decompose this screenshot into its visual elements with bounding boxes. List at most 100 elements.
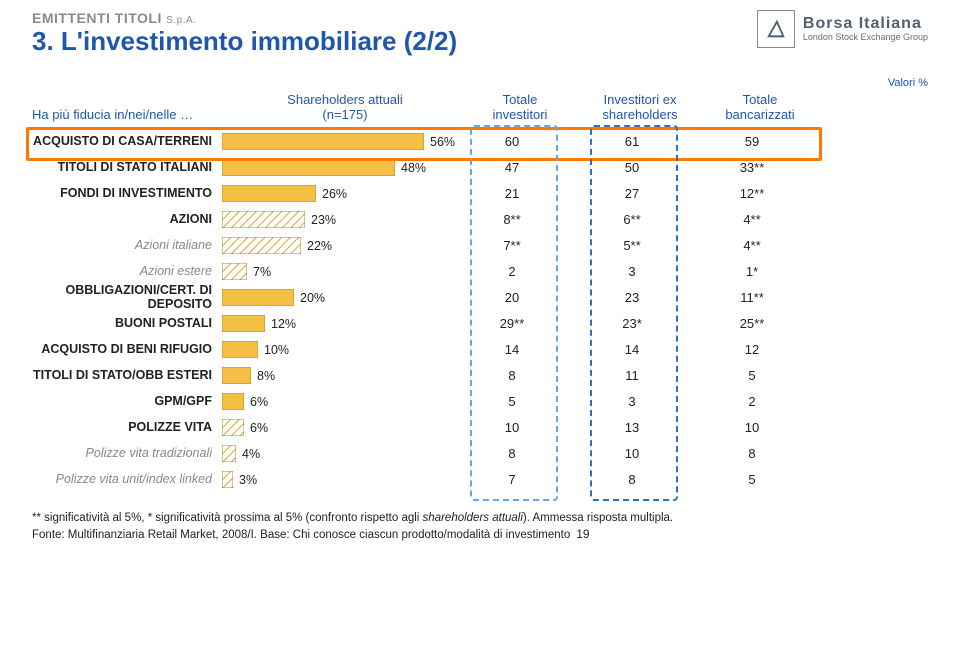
bar-pct: 3% (239, 473, 257, 487)
value-cell: 3 (572, 394, 692, 409)
value-cell: 25** (692, 316, 812, 331)
value-cell: 3 (572, 264, 692, 279)
bar-cell: 8% (222, 367, 452, 384)
table-row: Polizze vita tradizionali 4% 8108 (32, 441, 928, 467)
value-cell: 10 (572, 446, 692, 461)
value-cell: 23* (572, 316, 692, 331)
table-row: POLIZZE VITA6%101310 (32, 415, 928, 441)
row-label: Polizze vita unit/index linked (32, 473, 222, 487)
value-cell: 8 (572, 472, 692, 487)
value-cell: 2 (452, 264, 572, 279)
value-cell: 5 (452, 394, 572, 409)
row-label: ACQUISTO DI CASA/TERRENI (32, 135, 222, 149)
bar-cell: 3% (222, 471, 452, 488)
table-row: GPM/GPF6%532 (32, 389, 928, 415)
table-row: Polizze vita unit/index linked 3% 785 (32, 467, 928, 493)
col-header-2: Totale bancarizzati (700, 93, 820, 123)
bar-pct: 23% (311, 213, 336, 227)
value-cell: 20 (452, 290, 572, 305)
bar-pct: 6% (250, 421, 268, 435)
table-row: FONDI DI INVESTIMENTO 26% 212712** (32, 181, 928, 207)
value-cell: 8 (692, 446, 812, 461)
value-cell: 11** (692, 290, 812, 305)
borsa-icon (757, 10, 795, 48)
row-label: FONDI DI INVESTIMENTO (32, 187, 222, 201)
bar-pct: 26% (322, 187, 347, 201)
value-cell: 47 (452, 160, 572, 175)
value-cell: 11 (572, 368, 692, 383)
bar-cell: 23% (222, 211, 452, 228)
value-cell: 50 (572, 160, 692, 175)
bar-pct: 10% (264, 343, 289, 357)
bar-cell: 20% (222, 289, 452, 306)
bar-cell: 6% (222, 419, 452, 436)
row-label: BUONI POSTALI (32, 317, 222, 331)
bar-pct: 12% (271, 317, 296, 331)
col-header-0: Totale investitori (460, 93, 580, 123)
row-label: TITOLI DI STATO ITALIANI (32, 161, 222, 175)
footnote: ** significatività al 5%, * significativ… (32, 511, 928, 544)
value-cell: 60 (452, 134, 572, 149)
table-row: ACQUISTO DI CASA/TERRENI56%606159 (32, 129, 928, 155)
row-label: TITOLI DI STATO/OBB ESTERI (32, 369, 222, 383)
bar-pct: 8% (257, 369, 275, 383)
value-cell: 4** (692, 238, 812, 253)
value-cell: 8** (452, 212, 572, 227)
value-cell: 5 (692, 368, 812, 383)
value-cell: 14 (452, 342, 572, 357)
table-row: ACQUISTO DI BENI RIFUGIO10%141412 (32, 337, 928, 363)
value-cell: 12** (692, 186, 812, 201)
table-row: Azioni estere7%231* (32, 259, 928, 285)
value-cell: 33** (692, 160, 812, 175)
value-cell: 12 (692, 342, 812, 357)
bar-pct: 20% (300, 291, 325, 305)
value-cell: 7** (452, 238, 572, 253)
row-label: ACQUISTO DI BENI RIFUGIO (32, 343, 222, 357)
value-cell: 4** (692, 212, 812, 227)
bar-header: Shareholders attuali (n=175) (230, 93, 460, 123)
value-cell: 10 (452, 420, 572, 435)
bar-cell: 7% (222, 263, 452, 280)
table-row: BUONI POSTALI 12% 29**23*25** (32, 311, 928, 337)
slide-title: 3. L'investimento immobiliare (2/2) (32, 26, 457, 57)
bar-cell: 12% (222, 315, 452, 332)
bar-cell: 48% (222, 159, 452, 176)
bar-cell: 56% (222, 133, 452, 150)
row-label: AZIONI (32, 213, 222, 227)
bar-pct: 4% (242, 447, 260, 461)
bar-cell: 10% (222, 341, 452, 358)
value-cell: 13 (572, 420, 692, 435)
value-cell: 7 (452, 472, 572, 487)
value-cell: 61 (572, 134, 692, 149)
row-label: OBBLIGAZIONI/CERT. DI DEPOSITO (32, 284, 222, 312)
value-cell: 27 (572, 186, 692, 201)
table-row: TITOLI DI STATO ITALIANI 48% 475033** (32, 155, 928, 181)
bar-cell: 22% (222, 237, 452, 254)
table-row: AZIONI 23% 8**6**4** (32, 207, 928, 233)
chart-table: Valori % Ha più fiducia in/nei/nelle … S… (32, 77, 928, 493)
row-label: POLIZZE VITA (32, 421, 222, 435)
value-cell: 5 (692, 472, 812, 487)
bar-cell: 26% (222, 185, 452, 202)
value-cell: 29** (452, 316, 572, 331)
bar-pct: 6% (250, 395, 268, 409)
page-header: EMITTENTI TITOLI S.p.A. 3. L'investiment… (32, 10, 928, 71)
table-row: TITOLI DI STATO/OBB ESTERI 8% 8115 (32, 363, 928, 389)
value-cell: 8 (452, 446, 572, 461)
company-name: EMITTENTI TITOLI S.p.A. (32, 10, 457, 26)
value-cell: 1* (692, 264, 812, 279)
value-cell: 21 (452, 186, 572, 201)
rows: ACQUISTO DI CASA/TERRENI56%606159TITOLI … (32, 129, 928, 493)
page-number: 19 (576, 527, 589, 541)
table-header: Ha più fiducia in/nei/nelle … Shareholde… (32, 93, 928, 123)
bar-pct: 48% (401, 161, 426, 175)
value-cell: 8 (452, 368, 572, 383)
col-header-1: Investitori ex shareholders (580, 93, 700, 123)
value-cell: 2 (692, 394, 812, 409)
borsa-logo: Borsa Italiana London Stock Exchange Gro… (757, 10, 928, 48)
value-cell: 6** (572, 212, 692, 227)
table-row: Azioni italiane22%7**5**4** (32, 233, 928, 259)
bar-cell: 4% (222, 445, 452, 462)
value-cell: 59 (692, 134, 812, 149)
row-label: Polizze vita tradizionali (32, 447, 222, 461)
